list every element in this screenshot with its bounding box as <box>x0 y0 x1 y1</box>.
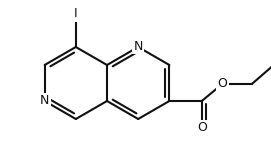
Text: O: O <box>197 121 207 134</box>
Text: N: N <box>134 40 143 53</box>
Text: I: I <box>74 7 78 20</box>
Text: N: N <box>40 95 49 108</box>
Text: O: O <box>218 77 228 90</box>
